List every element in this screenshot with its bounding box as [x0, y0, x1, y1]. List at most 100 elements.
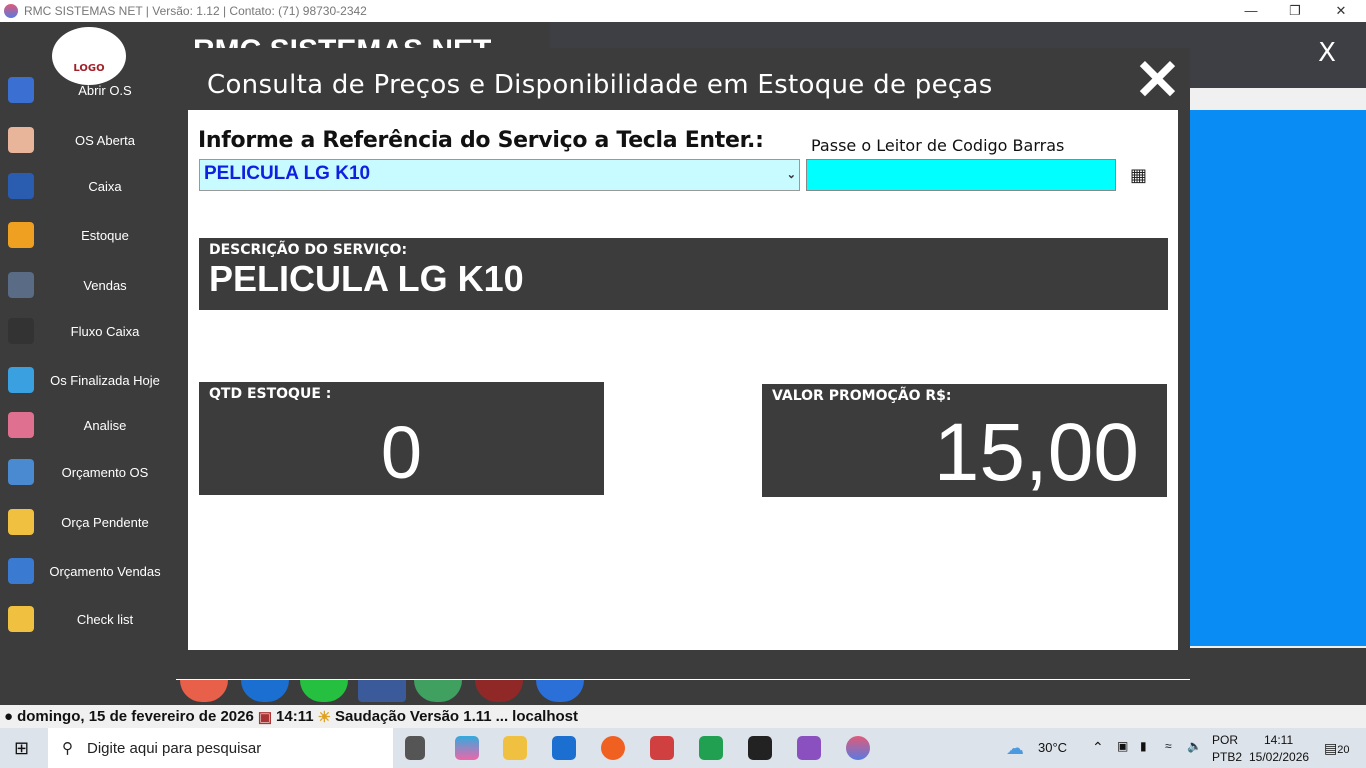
globe-icon: ● [4, 708, 14, 725]
description-label: DESCRIÇÃO DO SERVIÇO: [209, 242, 408, 258]
status-host: localhost [512, 708, 579, 725]
word-shortcut-icon[interactable] [536, 680, 584, 702]
description-value: PELICULA LG K10 [209, 258, 524, 299]
language-secondary[interactable]: PTB2 [1212, 750, 1243, 764]
taskbar-search[interactable]: ⚲ Digite aqui para pesquisar [48, 728, 393, 768]
divider [176, 679, 1190, 680]
sidebar-item-check-list[interactable]: Check list [0, 599, 176, 639]
sidebar-item-abrir-o-s[interactable]: Abrir O.S [0, 70, 176, 110]
price-value: 15,00 [933, 407, 1139, 498]
weather-cloud-icon[interactable]: ☁ [1006, 738, 1024, 758]
sidebar-item-label: OS Aberta [75, 132, 135, 148]
sidebar: LOGO Abrir O.S OS Aberta Caixa Estoque Venda… [0, 22, 176, 705]
sidebar-item-fluxo-caixa[interactable]: Fluxo Caixa [0, 311, 176, 351]
reference-combobox[interactable]: PELICULA LG K10 ⌄ [199, 159, 800, 191]
sidebar-item-label: Abrir O.S [78, 82, 132, 98]
language-primary[interactable]: POR [1212, 733, 1239, 747]
clock-date[interactable]: 15/02/2026 [1249, 750, 1310, 764]
reference-label: Informe a Referência do Serviço a Tecla … [198, 128, 764, 153]
excel-shortcut-icon[interactable] [414, 680, 462, 702]
app-icon[interactable] [699, 736, 723, 760]
copilot-icon[interactable] [455, 736, 479, 760]
security-icon[interactable] [748, 736, 772, 760]
camera-icon[interactable]: ▣ [1117, 739, 1129, 753]
status-version: Versão 1.11 [409, 708, 492, 725]
price-panel: VALOR PROMOÇÃO R$: 15,00 [762, 384, 1167, 498]
dialog-title: Consulta de Preços e Disponibilidade em … [207, 70, 993, 100]
status-time: 14:11 [276, 708, 314, 725]
temperature[interactable]: 30°C [1038, 740, 1068, 755]
sidebar-item-caixa[interactable]: Caixa [0, 166, 176, 206]
snipping-tool-icon[interactable] [650, 736, 674, 760]
firefox-icon[interactable] [601, 736, 625, 760]
sidebar-item-estoque[interactable]: Estoque [0, 215, 176, 255]
sidebar-item-orçamento-vendas[interactable]: Orçamento Vendas [0, 551, 176, 591]
sidebar-item-label: Vendas [83, 277, 127, 293]
restore-button[interactable]: ❐ [1289, 3, 1301, 18]
sidebar-item-label: Orçamento Vendas [49, 563, 161, 579]
windows-start-icon[interactable]: ⊞ [14, 738, 30, 759]
sidebar-item-label: Fluxo Caixa [70, 323, 140, 339]
dialog-close-button[interactable]: ✕ [1134, 48, 1181, 111]
sidebar-item-label: Check list [76, 611, 134, 627]
analysis-icon [8, 412, 34, 438]
sidebar-item-orça-pendente[interactable]: Orça Pendente [0, 502, 176, 542]
checklist-icon [8, 606, 34, 632]
sidebar-item-orçamento-os[interactable]: Orçamento OS [0, 452, 176, 492]
stock-label: QTD ESTOQUE : [209, 386, 332, 402]
hand-phone-icon [8, 127, 34, 153]
clipboard-icon [8, 509, 34, 535]
phone-icon [8, 77, 34, 103]
battery-icon[interactable]: ▮ [1140, 739, 1147, 753]
sidebar-item-os-finalizada-hoje[interactable]: Os Finalizada Hoje [0, 360, 176, 400]
status-bar: ● domingo, 15 de fevereiro de 2026 ▣ 14:… [0, 705, 1366, 728]
sidebar-item-os-aberta[interactable]: OS Aberta [0, 120, 176, 160]
title-bar: RMC SISTEMAS NET | Versão: 1.12 | Contat… [0, 0, 1366, 22]
close-window-button[interactable]: ✕ [1335, 3, 1347, 18]
calendar-icon: ▣ [257, 708, 273, 726]
visual-studio-icon[interactable] [797, 736, 821, 760]
weather-icon: ☀ [317, 708, 332, 726]
clock-time[interactable]: 14:11 [1264, 733, 1294, 747]
minimize-button[interactable]: — [1244, 3, 1258, 18]
facebook-shortcut-icon[interactable] [358, 680, 406, 702]
whatsapp-shortcut-icon[interactable] [300, 680, 348, 702]
price-label: VALOR PROMOÇÃO R$: [772, 388, 952, 404]
blue-panel [1190, 110, 1366, 646]
rmc-app-icon[interactable] [846, 736, 870, 760]
box-icon [8, 222, 34, 248]
cash-register-icon [8, 173, 34, 199]
budget-icon [8, 459, 34, 485]
cart-icon [8, 272, 34, 298]
access-shortcut-icon[interactable] [475, 680, 523, 702]
sidebar-item-label: Analise [83, 417, 127, 433]
calculator-icon [8, 558, 34, 584]
task-view-icon[interactable] [405, 736, 425, 760]
search-icon: ⚲ [62, 740, 73, 757]
barcode-input[interactable] [806, 159, 1116, 191]
chevron-down-icon[interactable]: ⌄ [786, 169, 796, 181]
barcode-label: Passe o Leitor de Codigo Barras [811, 136, 1065, 155]
sidebar-item-label: Os Finalizada Hoje [50, 372, 160, 388]
stock-panel: QTD ESTOQUE : 0 [199, 382, 604, 495]
email-shortcut-icon[interactable] [180, 680, 228, 702]
file-explorer-icon[interactable] [503, 736, 527, 760]
app-logo-icon [4, 4, 18, 18]
company-logo: LOGO [52, 27, 126, 85]
outlook-icon[interactable] [552, 736, 576, 760]
cash-flow-icon [8, 318, 34, 344]
notifications-icon[interactable]: ▤20 [1324, 740, 1350, 756]
outlook-shortcut-icon[interactable] [241, 680, 289, 702]
main-close-button[interactable]: X [1318, 38, 1336, 68]
status-date: domingo, 15 de fevereiro de 2026 [17, 708, 254, 725]
sidebar-item-analise[interactable]: Analise [0, 405, 176, 445]
sidebar-item-label: Estoque [81, 227, 129, 243]
sidebar-item-label: Orçamento OS [61, 464, 149, 480]
wifi-icon[interactable]: ≈ [1165, 739, 1172, 753]
chevron-up-icon[interactable]: ⌃ [1092, 739, 1104, 755]
volume-icon[interactable]: 🔈 [1187, 739, 1202, 753]
barcode-scanner-icon[interactable]: ▦ [1130, 165, 1148, 186]
sidebar-item-vendas[interactable]: Vendas [0, 265, 176, 305]
sidebar-item-label: Orça Pendente [61, 514, 149, 530]
sidebar-item-label: Caixa [88, 178, 122, 194]
